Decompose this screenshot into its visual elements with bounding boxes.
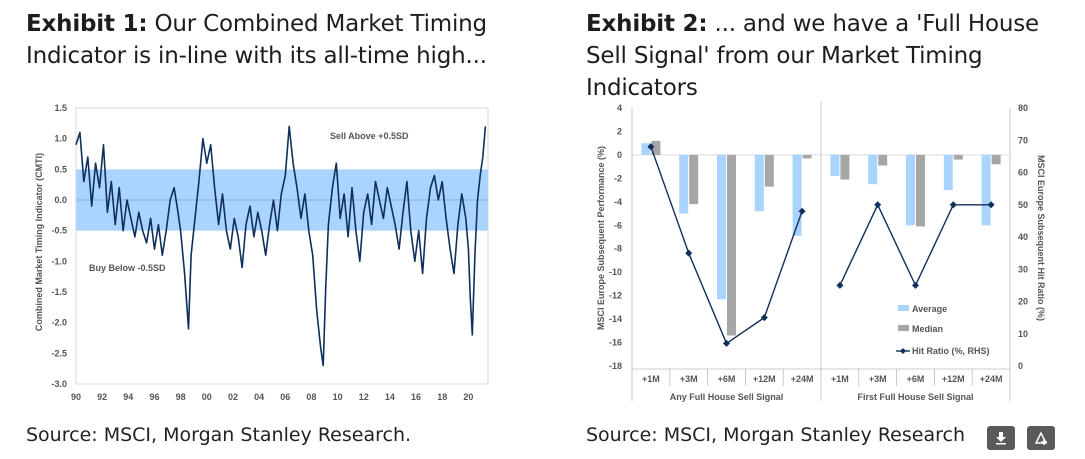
share-icon	[1034, 431, 1048, 445]
plot-frame	[75, 107, 489, 385]
x-tick-label: 04	[254, 392, 264, 402]
x-tick-label: 98	[176, 392, 186, 402]
download-button[interactable]	[987, 426, 1015, 450]
y-tick-label: 1.0	[54, 134, 67, 144]
cmti-series-line	[75, 125, 487, 367]
exhibit2-title: Exhibit 2: ... and we have a 'Full House…	[586, 8, 1066, 104]
y-tick-label: -1.5	[51, 287, 67, 297]
x-tick-label: 14	[385, 392, 395, 402]
x-tick-label: 96	[149, 392, 159, 402]
sell-annotation: Sell Above +0.5SD	[330, 131, 409, 141]
exhibit1-label: Exhibit 1:	[26, 11, 148, 37]
exhibit1-title: Exhibit 1: Our Combined Market Timing In…	[26, 8, 546, 72]
y-tick-label: 1.5	[54, 103, 67, 113]
exhibit1-title-text: Our Combined Market Timing Indicator is …	[26, 11, 487, 69]
y-tick-label: -2.5	[51, 348, 67, 358]
exhibit2-source: Source: MSCI, Morgan Stanley Research	[586, 424, 965, 446]
y-tick-label: 0.5	[54, 164, 67, 174]
x-tick-label: 06	[280, 392, 290, 402]
cmti-y-axis-label: Combined Market Timing Indicator (CMTI)	[34, 153, 44, 331]
exhibit1-source: Source: MSCI, Morgan Stanley Research.	[26, 424, 412, 446]
x-tick-label: 20	[463, 392, 473, 402]
download-icon	[996, 432, 1006, 445]
x-tick-label: 90	[71, 392, 81, 402]
x-tick-label: 12	[359, 392, 369, 402]
x-tick-label: 92	[97, 392, 107, 402]
y-tick-label: 0.0	[54, 195, 67, 205]
y-tick-label: -1.0	[51, 256, 67, 266]
y-tick-label: -0.5	[51, 226, 67, 236]
share-button[interactable]	[1027, 426, 1055, 450]
exhibit2-label: Exhibit 2:	[586, 11, 708, 37]
x-tick-label: 08	[306, 392, 316, 402]
y-tick-label: -3.0	[51, 379, 67, 389]
buy-annotation: Buy Below -0.5SD	[89, 263, 166, 273]
x-tick-label: 18	[437, 392, 447, 402]
x-tick-label: 00	[202, 392, 212, 402]
exhibit2-title-text: ... and we have a 'Full House Sell Signa…	[586, 11, 1039, 101]
x-tick-label: 02	[228, 392, 238, 402]
x-tick-label: 16	[411, 392, 421, 402]
x-tick-label: 94	[123, 392, 133, 402]
x-tick-label: 10	[333, 392, 343, 402]
y-tick-label: -2.0	[51, 318, 67, 328]
